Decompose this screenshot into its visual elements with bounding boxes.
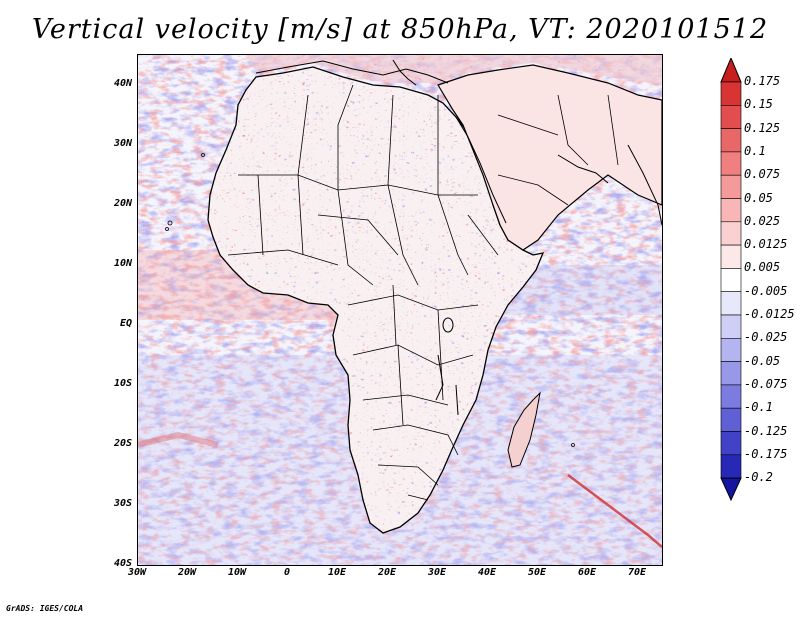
- colorbar-segment: [720, 128, 742, 153]
- map-panel: [137, 54, 663, 566]
- lon-label: 20E: [377, 567, 397, 578]
- lon-label: 50E: [527, 567, 547, 578]
- colorbar-segment: [720, 291, 742, 316]
- lat-label: 40S: [113, 558, 132, 569]
- colorbar-segment: [720, 314, 742, 339]
- lon-label: 0: [283, 567, 291, 578]
- colorbar-segment: [720, 268, 742, 292]
- colorbar-label: 0.05: [744, 190, 773, 205]
- colorbar-label: -0.175: [744, 446, 788, 461]
- lat-label: EQ: [119, 318, 132, 329]
- colorbar-label: -0.1: [744, 400, 773, 415]
- colorbar-segment: [720, 407, 742, 432]
- colorbar-label: -0.0125: [744, 307, 795, 321]
- colorbar-label: -0.005: [744, 283, 788, 298]
- colorbar-segment: [720, 454, 742, 479]
- colorbar-label: 0.125: [744, 120, 781, 135]
- chart-title: Vertical velocity [m/s] at 850hPa, VT: 2…: [31, 14, 769, 45]
- africa-map: [138, 55, 662, 565]
- colorbar-segment: [720, 174, 742, 199]
- colorbar: [720, 58, 742, 502]
- lat-label: 20N: [113, 198, 132, 209]
- colorbar-label: -0.075: [744, 376, 788, 391]
- colorbar-label: 0.075: [744, 167, 781, 182]
- colorbar-segment: [720, 221, 742, 246]
- lon-label: 10W: [227, 567, 247, 578]
- lon-label: 10E: [327, 567, 347, 578]
- lat-label: 30S: [113, 498, 132, 509]
- lat-label: 30N: [113, 138, 132, 149]
- colorbar-segment: [720, 361, 742, 386]
- colorbar-label: 0.1: [744, 143, 766, 158]
- colorbar-max-arrow: [720, 58, 742, 83]
- colorbar-segment: [720, 104, 742, 129]
- lat-label: 10S: [113, 378, 132, 389]
- colorbar-segment: [720, 151, 742, 176]
- colorbar-label: -0.025: [744, 330, 788, 345]
- lon-label: 60E: [577, 567, 597, 578]
- colorbar-segment: [720, 81, 742, 106]
- colorbar-label: 0.15: [744, 97, 773, 112]
- colorbar-segment: [720, 337, 742, 362]
- lon-label: 70E: [627, 567, 647, 578]
- colorbar-label: 0.005: [744, 260, 781, 275]
- colorbar-segment: [720, 384, 742, 409]
- colorbar-segment: [720, 198, 742, 223]
- lon-label: 20W: [177, 567, 197, 578]
- colorbar-label: -0.2: [744, 470, 773, 485]
- colorbar-label: 0.175: [744, 74, 781, 88]
- colorbar-label: 0.025: [744, 213, 781, 228]
- lon-label: 30W: [127, 567, 147, 578]
- grads-credit: GrADS: IGES/COLA: [6, 604, 84, 613]
- country-borders: [227, 84, 619, 501]
- colorbar-min-arrow: [720, 477, 742, 502]
- lat-label: 40N: [113, 78, 132, 89]
- colorbar-segment: [720, 244, 742, 269]
- lat-label: 10N: [113, 258, 132, 269]
- colorbar-label: -0.05: [744, 353, 781, 368]
- lon-label: 30E: [427, 567, 447, 578]
- lon-label: 40E: [477, 567, 497, 578]
- lat-label: 20S: [113, 438, 132, 449]
- colorbar-label: 0.0125: [744, 237, 788, 252]
- colorbar-segment: [720, 431, 742, 456]
- colorbar-label: -0.125: [744, 423, 788, 438]
